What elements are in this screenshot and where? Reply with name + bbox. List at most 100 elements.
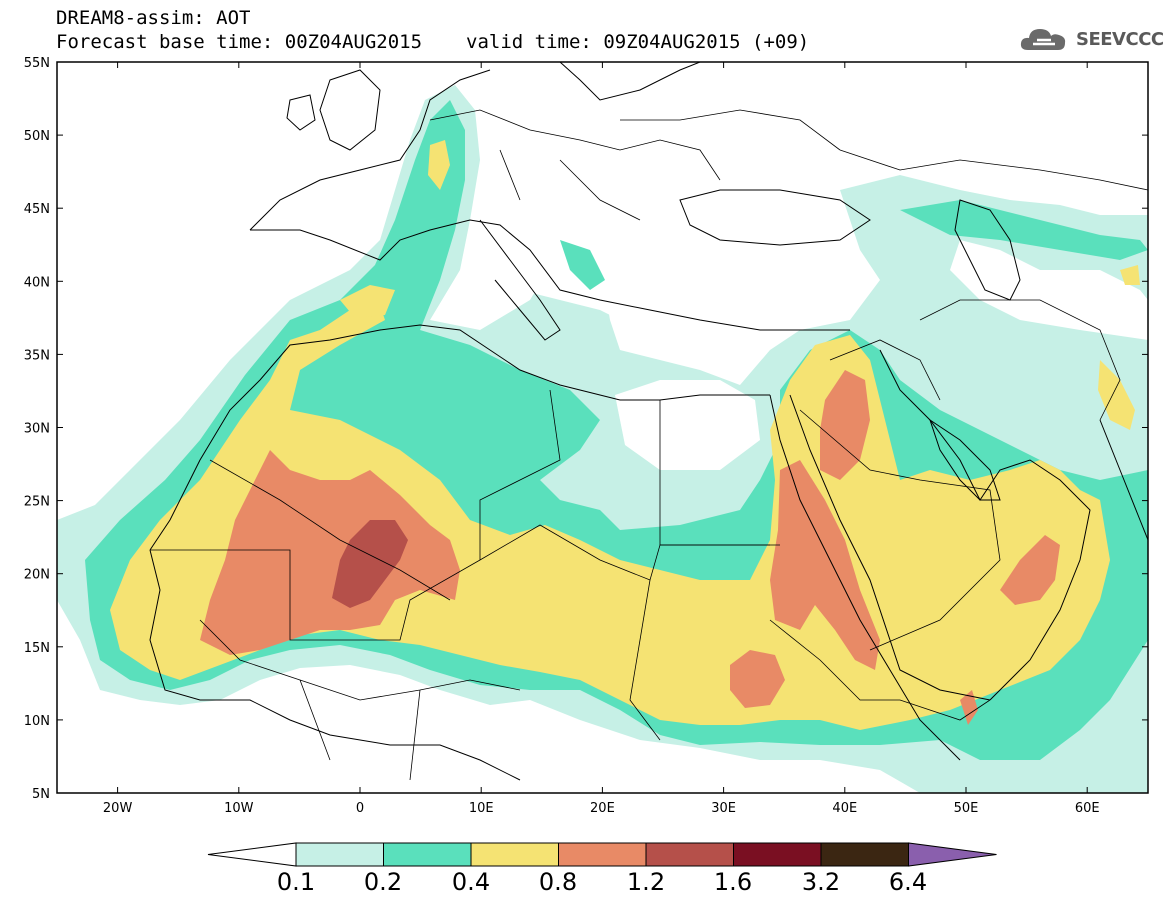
lon-tick: 10E: [469, 62, 494, 816]
colorbar-label: 0.4: [451, 868, 491, 896]
svg-text:30N: 30N: [24, 422, 50, 437]
lon-tick: 20E: [590, 62, 615, 816]
aot-band-0.2-balkan: [560, 240, 605, 290]
coast-scandinavia: [559, 62, 701, 101]
lon-tick: 20W: [103, 62, 133, 816]
border-libya-egypt: [479, 389, 661, 560]
lat-tick: 40N: [24, 275, 1148, 290]
svg-text:60E: 60E: [1075, 801, 1100, 816]
lat-tick: 20N: [24, 568, 1148, 583]
colorbar-box: [733, 842, 822, 867]
border-westafrica: [199, 619, 521, 781]
svg-text:35N: 35N: [24, 348, 50, 363]
aot-band-0.4-france: [428, 140, 450, 190]
svg-text:40E: 40E: [832, 801, 857, 816]
svg-text:5N: 5N: [32, 787, 50, 802]
coastlines: [149, 62, 1148, 781]
border-chad-sudan: [629, 579, 661, 741]
coast-europe-west: [249, 69, 491, 231]
svg-text:10E: 10E: [469, 801, 494, 816]
svg-text:15N: 15N: [24, 641, 50, 656]
svg-text:20N: 20N: [24, 568, 50, 583]
border-saudi: [799, 409, 1001, 651]
aot-band-0.4-iran: [1098, 360, 1135, 430]
lat-tick: 30N: [24, 422, 1148, 437]
lat-tick: 45N: [24, 202, 1148, 217]
coast-redsea-west: [769, 394, 961, 761]
svg-text:20W: 20W: [103, 801, 133, 816]
coast-ireland: [286, 94, 316, 131]
svg-text:0: 0: [356, 801, 364, 816]
lat-tick: 25N: [24, 495, 1148, 510]
lat-tick: 15N: [24, 641, 1148, 656]
colorbar-label: 0.2: [363, 868, 403, 896]
border-ethiopia: [769, 619, 991, 721]
aot-field: [57, 85, 1148, 793]
coast-gulf: [929, 418, 1001, 501]
border-iraq: [829, 339, 941, 401]
aot-clear-libya: [615, 380, 760, 470]
colorbar-under-triangle: [207, 842, 297, 867]
seevccc-logo: SEEVCCC: [1018, 24, 1164, 54]
svg-text:30E: 30E: [711, 801, 736, 816]
lon-tick: 30E: [711, 62, 736, 816]
country-borders: [150, 109, 1148, 781]
border-iran: [919, 299, 1121, 421]
aot-clear-caspian: [950, 240, 1148, 340]
aot-band-0.4-east: [1120, 265, 1140, 285]
colorbar-box: [558, 842, 647, 867]
aot-band-0.8-arabia: [820, 370, 870, 480]
svg-text:20E: 20E: [590, 801, 615, 816]
border-europe: [429, 109, 841, 221]
lat-tick: 5N: [32, 787, 1148, 802]
longitude-axis: 20W 10W 0 10E 20E 30E 40E 50E 60E: [103, 62, 1100, 816]
latitude-axis: 55N 50N 45N 40N 35N 30N 25N 20N 15N 10N …: [24, 56, 1148, 802]
colorbar-label: 3.2: [801, 868, 841, 896]
lat-tick: 35N: [24, 348, 1148, 363]
valid-time: valid time: 09Z04AUG2015 (+09): [466, 31, 810, 53]
lon-tick: 10W: [224, 62, 254, 816]
svg-text:45N: 45N: [24, 202, 50, 217]
border-kazakh: [839, 149, 1148, 191]
coast-redsea-east: [789, 394, 991, 701]
lat-tick: 50N: [24, 129, 1148, 144]
aot-clear-mediterranean: [520, 200, 860, 350]
svg-text:10W: 10W: [224, 801, 254, 816]
svg-text:50E: 50E: [954, 801, 979, 816]
lon-tick: 40E: [832, 62, 857, 816]
coast-blacksea: [679, 189, 871, 246]
colorbar-box: [645, 842, 734, 867]
aot-band-0.4-iberia: [340, 285, 395, 318]
aot-band-0.8-redsea: [770, 460, 880, 670]
svg-text:55N: 55N: [24, 56, 50, 71]
colorbar-over-triangle: [908, 842, 997, 867]
aot-band-0.8-sudan: [730, 650, 785, 708]
coast-britain: [319, 69, 381, 151]
colorbar-box: [295, 842, 384, 867]
lat-tick: 55N: [24, 56, 1148, 71]
colorbar-label: 1.6: [713, 868, 753, 896]
colorbar-label: 0.1: [276, 868, 316, 896]
time-info: Forecast base time: 00Z04AUG2015 valid ti…: [56, 32, 809, 52]
svg-text:50N: 50N: [24, 129, 50, 144]
base-time: Forecast base time: 00Z04AUG2015: [56, 31, 423, 53]
colorbar-label: 0.8: [538, 868, 578, 896]
svg-text:10N: 10N: [24, 714, 50, 729]
lon-tick: 50E: [954, 62, 979, 816]
border-algeria-mali: [209, 459, 451, 601]
lat-tick: 10N: [24, 714, 1148, 729]
coast-italy: [479, 219, 561, 341]
colorbar-box: [383, 842, 472, 867]
map-title: DREAM8-assim: AOT: [56, 7, 251, 29]
colorbar-box: [470, 842, 559, 867]
svg-text:40N: 40N: [24, 275, 50, 290]
lon-tick: 60E: [1075, 62, 1100, 816]
aot-band-0.8-oman: [1000, 535, 1060, 605]
aot-band-0.8-west: [200, 450, 460, 655]
aot-band-0.8-somalia: [960, 690, 978, 725]
aot-band-1.2: [332, 520, 408, 608]
colorbar-label: 6.4: [888, 868, 928, 896]
coast-europe-south: [250, 219, 850, 331]
svg-text:25N: 25N: [24, 495, 50, 510]
